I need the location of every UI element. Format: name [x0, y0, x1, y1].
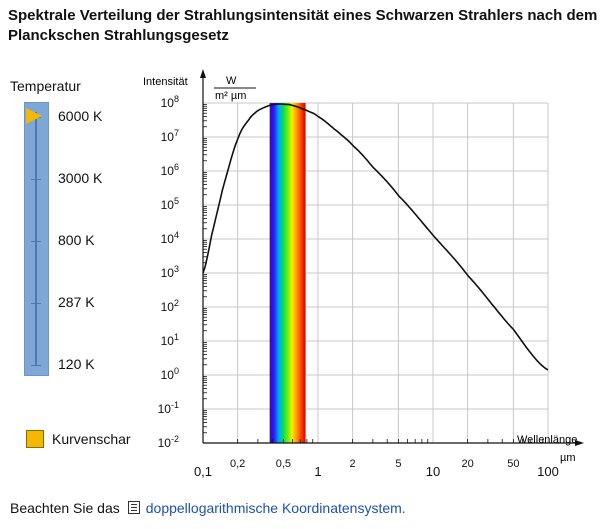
temp-tick-label: 6000 K — [58, 108, 103, 124]
y-tick-label: 108 — [161, 94, 179, 110]
x-major-tick-label: 100 — [537, 464, 559, 479]
triangle-thumb-icon — [26, 108, 42, 124]
x-major-tick-label: 0,1 — [194, 464, 212, 479]
slider-rail — [35, 112, 37, 365]
temp-tick-label: 800 K — [58, 232, 95, 248]
visible-spectrum-band — [269, 103, 306, 443]
document-icon — [127, 501, 140, 514]
chart-axes — [200, 69, 584, 446]
chart-grid — [202, 102, 549, 444]
temp-tick-label: 120 K — [58, 356, 95, 372]
coordinate-system-link[interactable]: doppellogarithmische Koordinatensystem. — [145, 500, 406, 516]
y-axis-label: Intensität — [143, 76, 188, 88]
slider-thumb[interactable] — [24, 104, 49, 128]
x-minor-tick-label: 5 — [395, 458, 401, 470]
y-axis-arrow — [200, 69, 206, 78]
planck-curve-6000k — [202, 103, 549, 371]
kurvenschar-option[interactable]: Kurvenschar — [26, 430, 131, 448]
y-tick-label: 10-2 — [158, 434, 179, 450]
y-tick-label: 107 — [161, 128, 179, 144]
slider-tick — [31, 365, 41, 366]
y-unit-den: m² µm — [215, 90, 246, 102]
x-axis-arrow — [575, 440, 584, 446]
slider-tick — [31, 241, 41, 242]
footer-note: Beachten Sie das doppellogarithmische Koo… — [10, 500, 406, 516]
x-minor-tick-label: 50 — [507, 458, 519, 470]
temp-tick-label: 287 K — [58, 294, 95, 310]
x-minor-tick-label: 20 — [461, 458, 473, 470]
y-tick-label: 103 — [161, 264, 179, 280]
footer-text: Beachten Sie das — [10, 500, 120, 516]
x-major-tick-label: 10 — [426, 464, 440, 479]
temp-tick-label: 3000 K — [58, 170, 103, 186]
slider-tick — [31, 303, 41, 304]
kurvenschar-label: Kurvenschar — [52, 431, 131, 447]
x-minor-tick-label: 0,2 — [230, 458, 245, 470]
y-tick-label: 102 — [161, 298, 179, 314]
y-tick-label: 101 — [161, 332, 179, 348]
slider-tick — [31, 179, 41, 180]
y-tick-label: 105 — [161, 196, 179, 212]
page-title: Spektrale Verteilung der Strahlungsinten… — [8, 7, 598, 44]
y-tick-label: 104 — [161, 230, 179, 246]
x-major-tick-label: 1 — [314, 464, 321, 479]
kurvenschar-checkbox[interactable] — [26, 430, 44, 448]
x-unit-label: µm — [560, 452, 576, 464]
x-minor-tick-label: 2 — [350, 458, 356, 470]
y-tick-label: 100 — [161, 366, 179, 382]
temperature-label: Temperatur — [10, 78, 81, 94]
y-tick-label: 10-1 — [158, 400, 179, 416]
y-tick-label: 106 — [161, 162, 179, 178]
x-minor-tick-label: 0,5 — [276, 458, 291, 470]
y-unit-num: W — [226, 75, 237, 87]
x-axis-label: Wellenlänge — [517, 434, 577, 446]
